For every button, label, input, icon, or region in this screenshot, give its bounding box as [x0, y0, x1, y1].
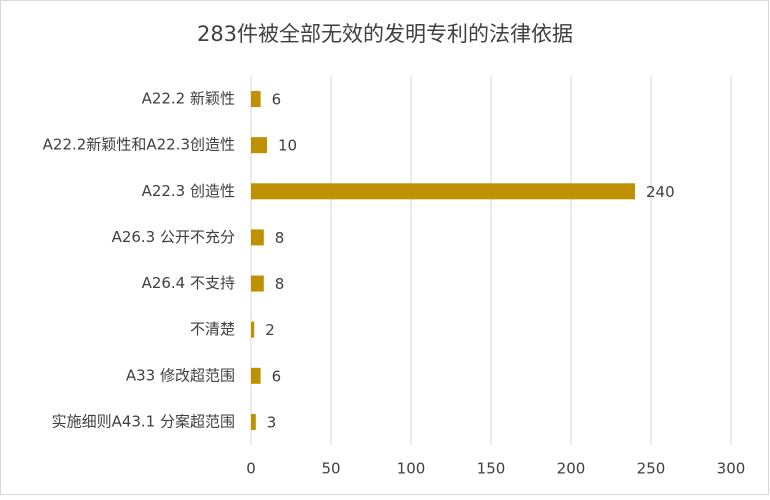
y-tick-label: 实施细则A43.1 分案超范围 — [52, 412, 235, 430]
x-tick-label: 50 — [321, 460, 340, 478]
bar — [251, 91, 261, 108]
y-tick-label: 不清楚 — [190, 320, 235, 338]
x-tick-label: 250 — [637, 460, 666, 478]
y-tick-label: A22.2 新颖性 — [142, 90, 235, 108]
x-tick-label: 200 — [557, 460, 586, 478]
y-tick-label: A26.3 公开不充分 — [112, 228, 235, 246]
value-label: 6 — [272, 91, 282, 109]
value-label: 8 — [275, 275, 285, 293]
bar — [251, 321, 255, 338]
bar — [251, 183, 635, 200]
value-label: 6 — [272, 367, 282, 385]
x-tick-label: 0 — [246, 460, 256, 478]
y-tick-label: A22.2新颖性和A22.3创造性 — [43, 136, 235, 154]
value-label: 10 — [278, 137, 297, 155]
chart-title: 283件被全部无效的发明专利的法律依据 — [197, 22, 573, 46]
x-tick-label: 150 — [477, 460, 506, 478]
bar — [251, 137, 267, 154]
y-tick-label: A26.4 不支持 — [142, 274, 235, 292]
y-tick-label: A33 修改超范围 — [126, 366, 235, 384]
value-label: 240 — [646, 183, 675, 201]
bar — [251, 229, 264, 246]
value-label: 3 — [267, 413, 277, 431]
bar — [251, 413, 256, 430]
x-tick-label: 100 — [397, 460, 426, 478]
bar — [251, 367, 261, 384]
bar — [251, 275, 264, 292]
y-tick-label: A22.3 创造性 — [142, 182, 235, 200]
x-tick-label: 300 — [717, 460, 746, 478]
value-label: 8 — [275, 229, 285, 247]
value-label: 2 — [265, 321, 275, 339]
